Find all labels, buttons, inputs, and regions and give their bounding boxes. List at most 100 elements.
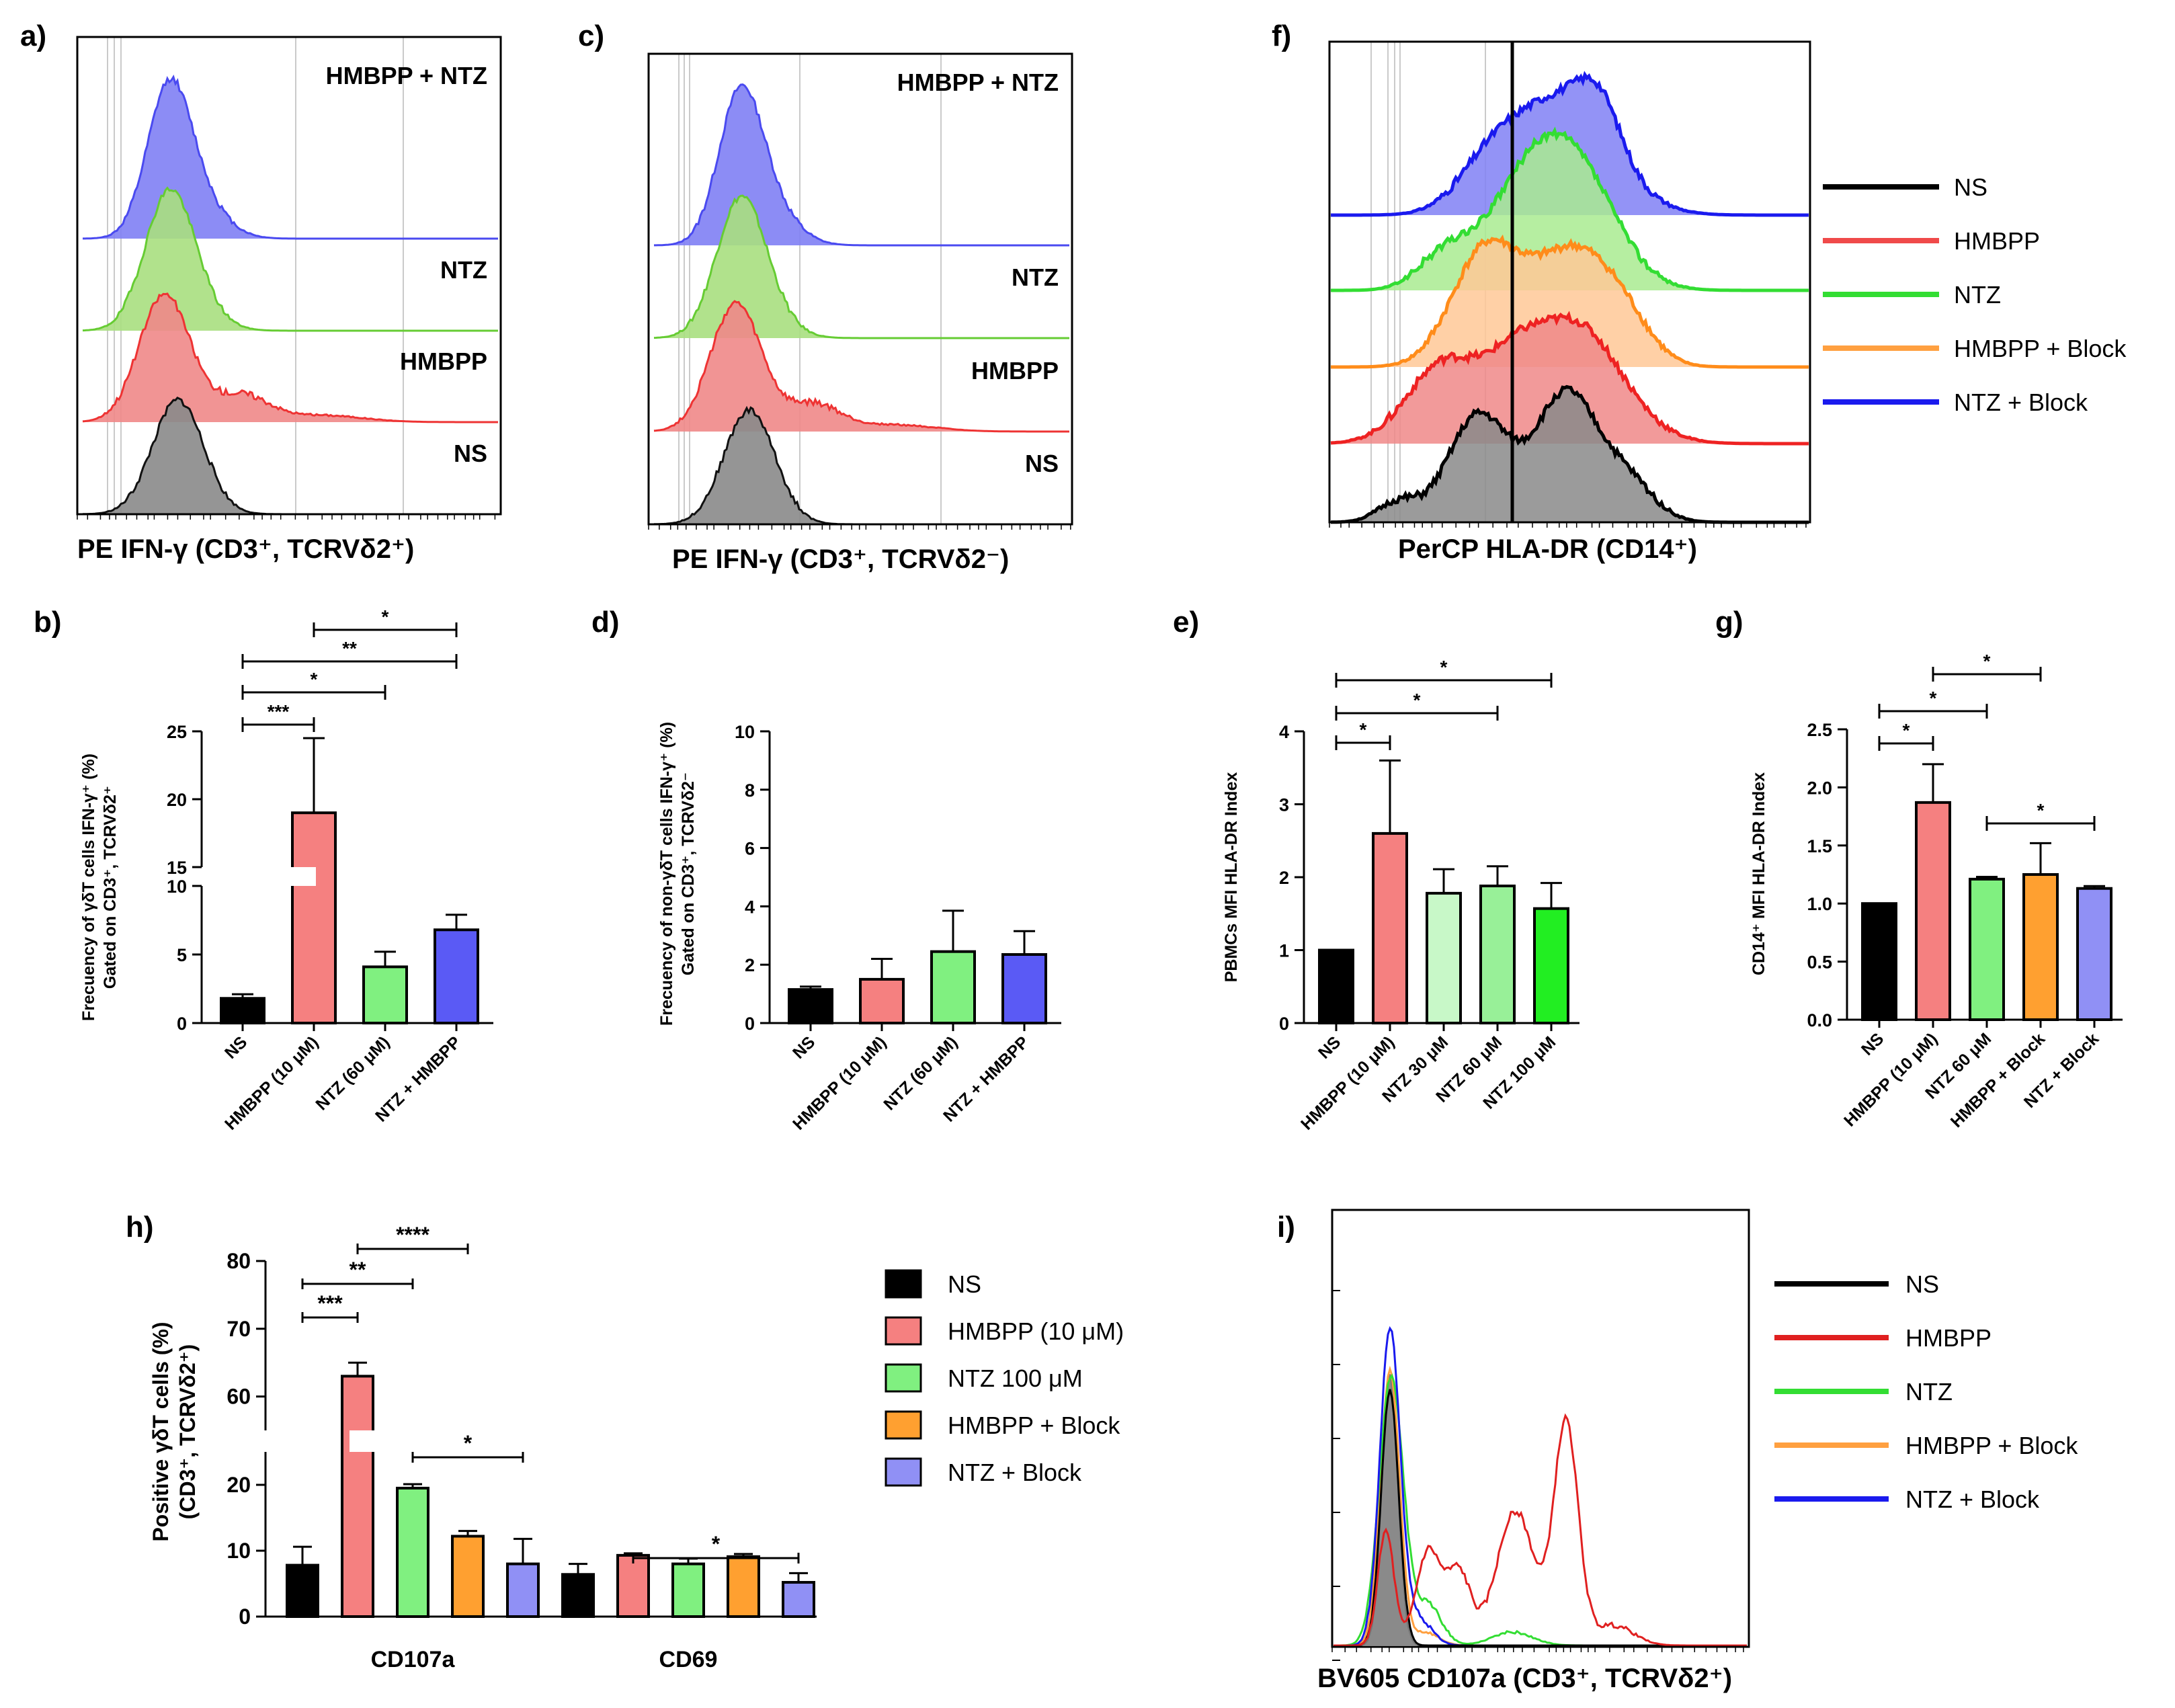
y-axis-label-line: Frecuency of non-γδT cells IFN-γ⁺ (%) <box>657 722 676 1026</box>
legend-label: HMBPP <box>1905 1324 1992 1352</box>
track-label: HMBPP <box>400 348 487 375</box>
histogram-line-ntz <box>653 194 1069 339</box>
bar-d-3 <box>1001 953 1047 1025</box>
x-category-label: NS <box>1315 1032 1344 1062</box>
bar-b-0 <box>220 997 265 1025</box>
histogram-line <box>1330 311 1809 446</box>
histogram-fill-hmbpp <box>654 301 1069 432</box>
y-axis-label: CD14⁺ MFI HLA-DR Index <box>1750 772 1768 975</box>
legend-label: HMBPP (10 μM) <box>948 1317 1124 1345</box>
bar-d-0 <box>788 988 833 1024</box>
y-tick-label: 1.5 <box>1807 836 1832 856</box>
track-label: NTZ <box>1012 263 1059 291</box>
track-label: NTZ <box>440 256 487 284</box>
x-group-label: CD69 <box>659 1647 718 1672</box>
panel-label: h) <box>126 1211 154 1244</box>
legend-label: NTZ + Block <box>1905 1486 2040 1513</box>
legend-h: NS HMBPP (10 μM) NTZ 100 μM HMBPP + Block NT… <box>885 1269 1124 1487</box>
y-tick-label: 2 <box>1279 868 1289 888</box>
y-tick-label: 70 <box>227 1317 251 1341</box>
bar-g-3 <box>2022 873 2059 1021</box>
histogram-fill-hmbpp <box>83 293 498 422</box>
y-tick-label: 4 <box>1279 722 1289 742</box>
legend-label: NTZ <box>1954 281 2001 309</box>
histogram-line-hmbpp <box>653 300 1069 433</box>
y-tick-label: 4 <box>745 897 755 917</box>
significance-stars: * <box>1440 657 1448 678</box>
bar-g-0 <box>1861 902 1897 1021</box>
bar-d-2 <box>930 950 976 1025</box>
y-tick-label: 0.5 <box>1807 952 1832 973</box>
x-category-label: HMBPP (10 μM) <box>1297 1032 1398 1133</box>
panel-label: d) <box>591 606 620 639</box>
track-label: HMBPP + NTZ <box>326 62 487 89</box>
y-axis-label-line: Positive γδT cells (%) <box>149 1321 173 1541</box>
bar-panel-h: h) 0 10 20 60 70 80 CD107a CD69 Positive γδT cell… <box>126 1211 817 1672</box>
y-axis-label: Positive γδT cells (%) (CD3⁺, TCRVδ2⁺) <box>149 1321 200 1541</box>
histogram-line-hmbpp <box>82 292 498 423</box>
y-tick-label: 2 <box>745 955 755 975</box>
legend-swatch <box>885 1363 922 1393</box>
histogram-panel-f: f) PerCP HLA-DR (CD14⁺) <box>1272 19 1811 564</box>
histogram-fill-ns <box>654 407 1069 524</box>
y-tick-label: 2.5 <box>1807 720 1832 740</box>
bar-e-3 <box>1479 885 1516 1025</box>
y-tick-label: 0 <box>177 1014 187 1034</box>
histogram-fill-hmbpp-ntz <box>83 77 498 239</box>
histogram-panel-a: a) HMBPP + NTZ NTZ HMBPP NS PE IFN-γ (CD3⁺, T… <box>20 19 502 564</box>
legend-label: NTZ <box>1905 1378 1953 1406</box>
bar-e-0 <box>1318 948 1354 1024</box>
significance-stars: * <box>1983 651 1991 672</box>
bar-h-1-2 <box>671 1562 705 1619</box>
histogram-panel-c: c) HMBPP + NTZ NTZ HMBPP NS PE IFN-γ (CD3⁺, T… <box>578 19 1073 574</box>
legend-label: NS <box>948 1270 981 1298</box>
axis-break <box>272 867 316 886</box>
track-label: HMBPP <box>971 357 1059 384</box>
plot-frame <box>1331 1209 1750 1648</box>
bar-g-1 <box>1915 801 1951 1021</box>
legend-swatch <box>885 1269 922 1299</box>
x-category-label: HMBPP + Block <box>1947 1029 2049 1131</box>
y-axis-label-line: Gated on CD3⁺, TCRVδ2⁺ <box>101 786 120 989</box>
x-axis-label: BV605 CD107a (CD3⁺, TCRVδ2⁺) <box>1317 1664 1732 1693</box>
significance-stars: * <box>1360 719 1367 740</box>
y-tick-label: 60 <box>227 1385 251 1409</box>
y-tick-label: 0 <box>1279 1014 1289 1034</box>
y-tick-label: 0.0 <box>1807 1010 1832 1030</box>
bar-g-4 <box>2076 887 2112 1021</box>
y-tick-label: 10 <box>167 877 187 897</box>
plot-frame <box>1328 40 1811 524</box>
bar-h-1-3 <box>727 1555 760 1619</box>
y-tick-label: 2.0 <box>1807 778 1832 798</box>
significance-stars: * <box>464 1431 473 1455</box>
y-tick-label: 3 <box>1279 795 1289 815</box>
y-tick-label: 80 <box>227 1249 251 1273</box>
legend-label: HMBPP + Block <box>948 1412 1120 1439</box>
panel-label: g) <box>1715 606 1743 639</box>
y-axis-label: PBMCs MFI HLA-DR Index <box>1222 772 1241 983</box>
histogram-line <box>1331 71 1809 217</box>
panel-label: f) <box>1272 19 1291 52</box>
track-label: NS <box>1025 450 1059 477</box>
significance-stars: ** <box>342 638 357 659</box>
x-group-label: CD107a <box>371 1647 456 1672</box>
y-tick-label: 15 <box>167 858 187 878</box>
histogram-line-hmbpp-ntz <box>83 75 498 240</box>
legend-label: HMBPP + Block <box>1905 1432 2078 1459</box>
histogram-fill <box>1331 315 1809 444</box>
histogram-fill-ntz <box>83 188 498 331</box>
bar-d-1 <box>859 977 905 1025</box>
x-category-label: NTZ (60 μM) <box>312 1032 393 1114</box>
histogram-line-hmbpp-ntz <box>654 83 1069 247</box>
bar-h-1-0 <box>561 1573 595 1619</box>
y-tick-label: 10 <box>227 1539 251 1563</box>
y-tick-label: 1 <box>1279 941 1289 961</box>
plot-frame <box>647 52 1073 526</box>
legend-label: HMBPP <box>1954 227 2040 255</box>
legend-i: NS HMBPP NTZ HMBPP + Block NTZ + Block <box>1774 1270 2078 1513</box>
x-category-label: HMBPP (10 μM) <box>1840 1029 1941 1130</box>
